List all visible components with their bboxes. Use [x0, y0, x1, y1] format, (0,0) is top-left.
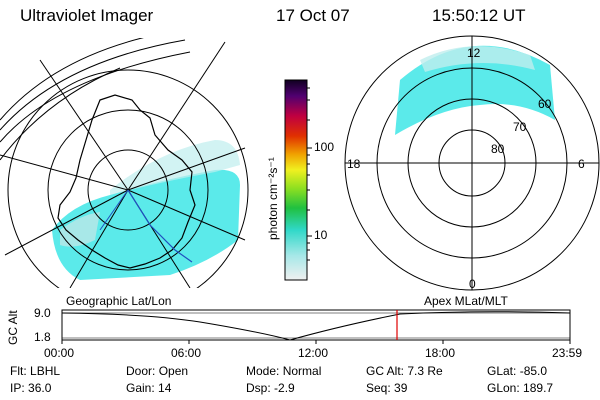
mlat-label-80: 80 [491, 142, 505, 156]
mlt-label-6: 6 [578, 157, 585, 171]
date-label: 17 Oct 07 [276, 6, 350, 25]
mlat-label-70: 70 [513, 120, 527, 134]
info-glon: GLon: 189.7 [487, 381, 554, 395]
info-gain: Gain: 14 [126, 381, 172, 395]
time-tick-0000: 00:00 [44, 346, 75, 360]
info-seq: Seq: 39 [366, 381, 408, 395]
time-tick-2359: 23:59 [552, 346, 583, 360]
instrument-title: Ultraviolet Imager [20, 6, 154, 25]
geographic-map [0, 38, 249, 288]
time-tick-1800: 18:00 [425, 346, 456, 360]
info-gc-alt: GC Alt: 7.3 Re [366, 364, 443, 378]
time-tick-0600: 06:00 [171, 346, 202, 360]
info-ip: IP: 36.0 [10, 381, 52, 395]
mlt-label-0: 0 [469, 277, 476, 291]
mlat-label-60: 60 [538, 97, 552, 111]
altitude-ylabel: GC Alt [6, 310, 20, 345]
altitude-plot [61, 309, 571, 344]
info-dsp: Dsp: -2.9 [246, 381, 295, 395]
colorbar-tick-10: 10 [314, 228, 328, 242]
time-label: 15:50:12 UT [432, 6, 526, 25]
left-projection-label: Geographic Lat/Lon [66, 294, 172, 308]
polar-plot [344, 35, 600, 291]
altitude-ytick-high: 9.0 [34, 306, 51, 320]
altitude-ytick-low: 1.8 [34, 330, 51, 344]
time-tick-1200: 12:00 [298, 346, 329, 360]
mlt-label-18: 18 [347, 157, 361, 171]
info-flt: Flt: LBHL [10, 364, 61, 378]
right-projection-label: Apex MLat/MLT [424, 294, 508, 308]
colorbar [284, 79, 312, 281]
info-glat: GLat: -85.0 [487, 364, 548, 378]
colorbar-label: photon cm⁻²s⁻¹ [266, 157, 280, 240]
info-mode: Mode: Normal [246, 364, 322, 378]
info-door: Door: Open [126, 364, 189, 378]
mlt-label-12: 12 [467, 46, 481, 60]
colorbar-tick-100: 100 [314, 140, 335, 154]
